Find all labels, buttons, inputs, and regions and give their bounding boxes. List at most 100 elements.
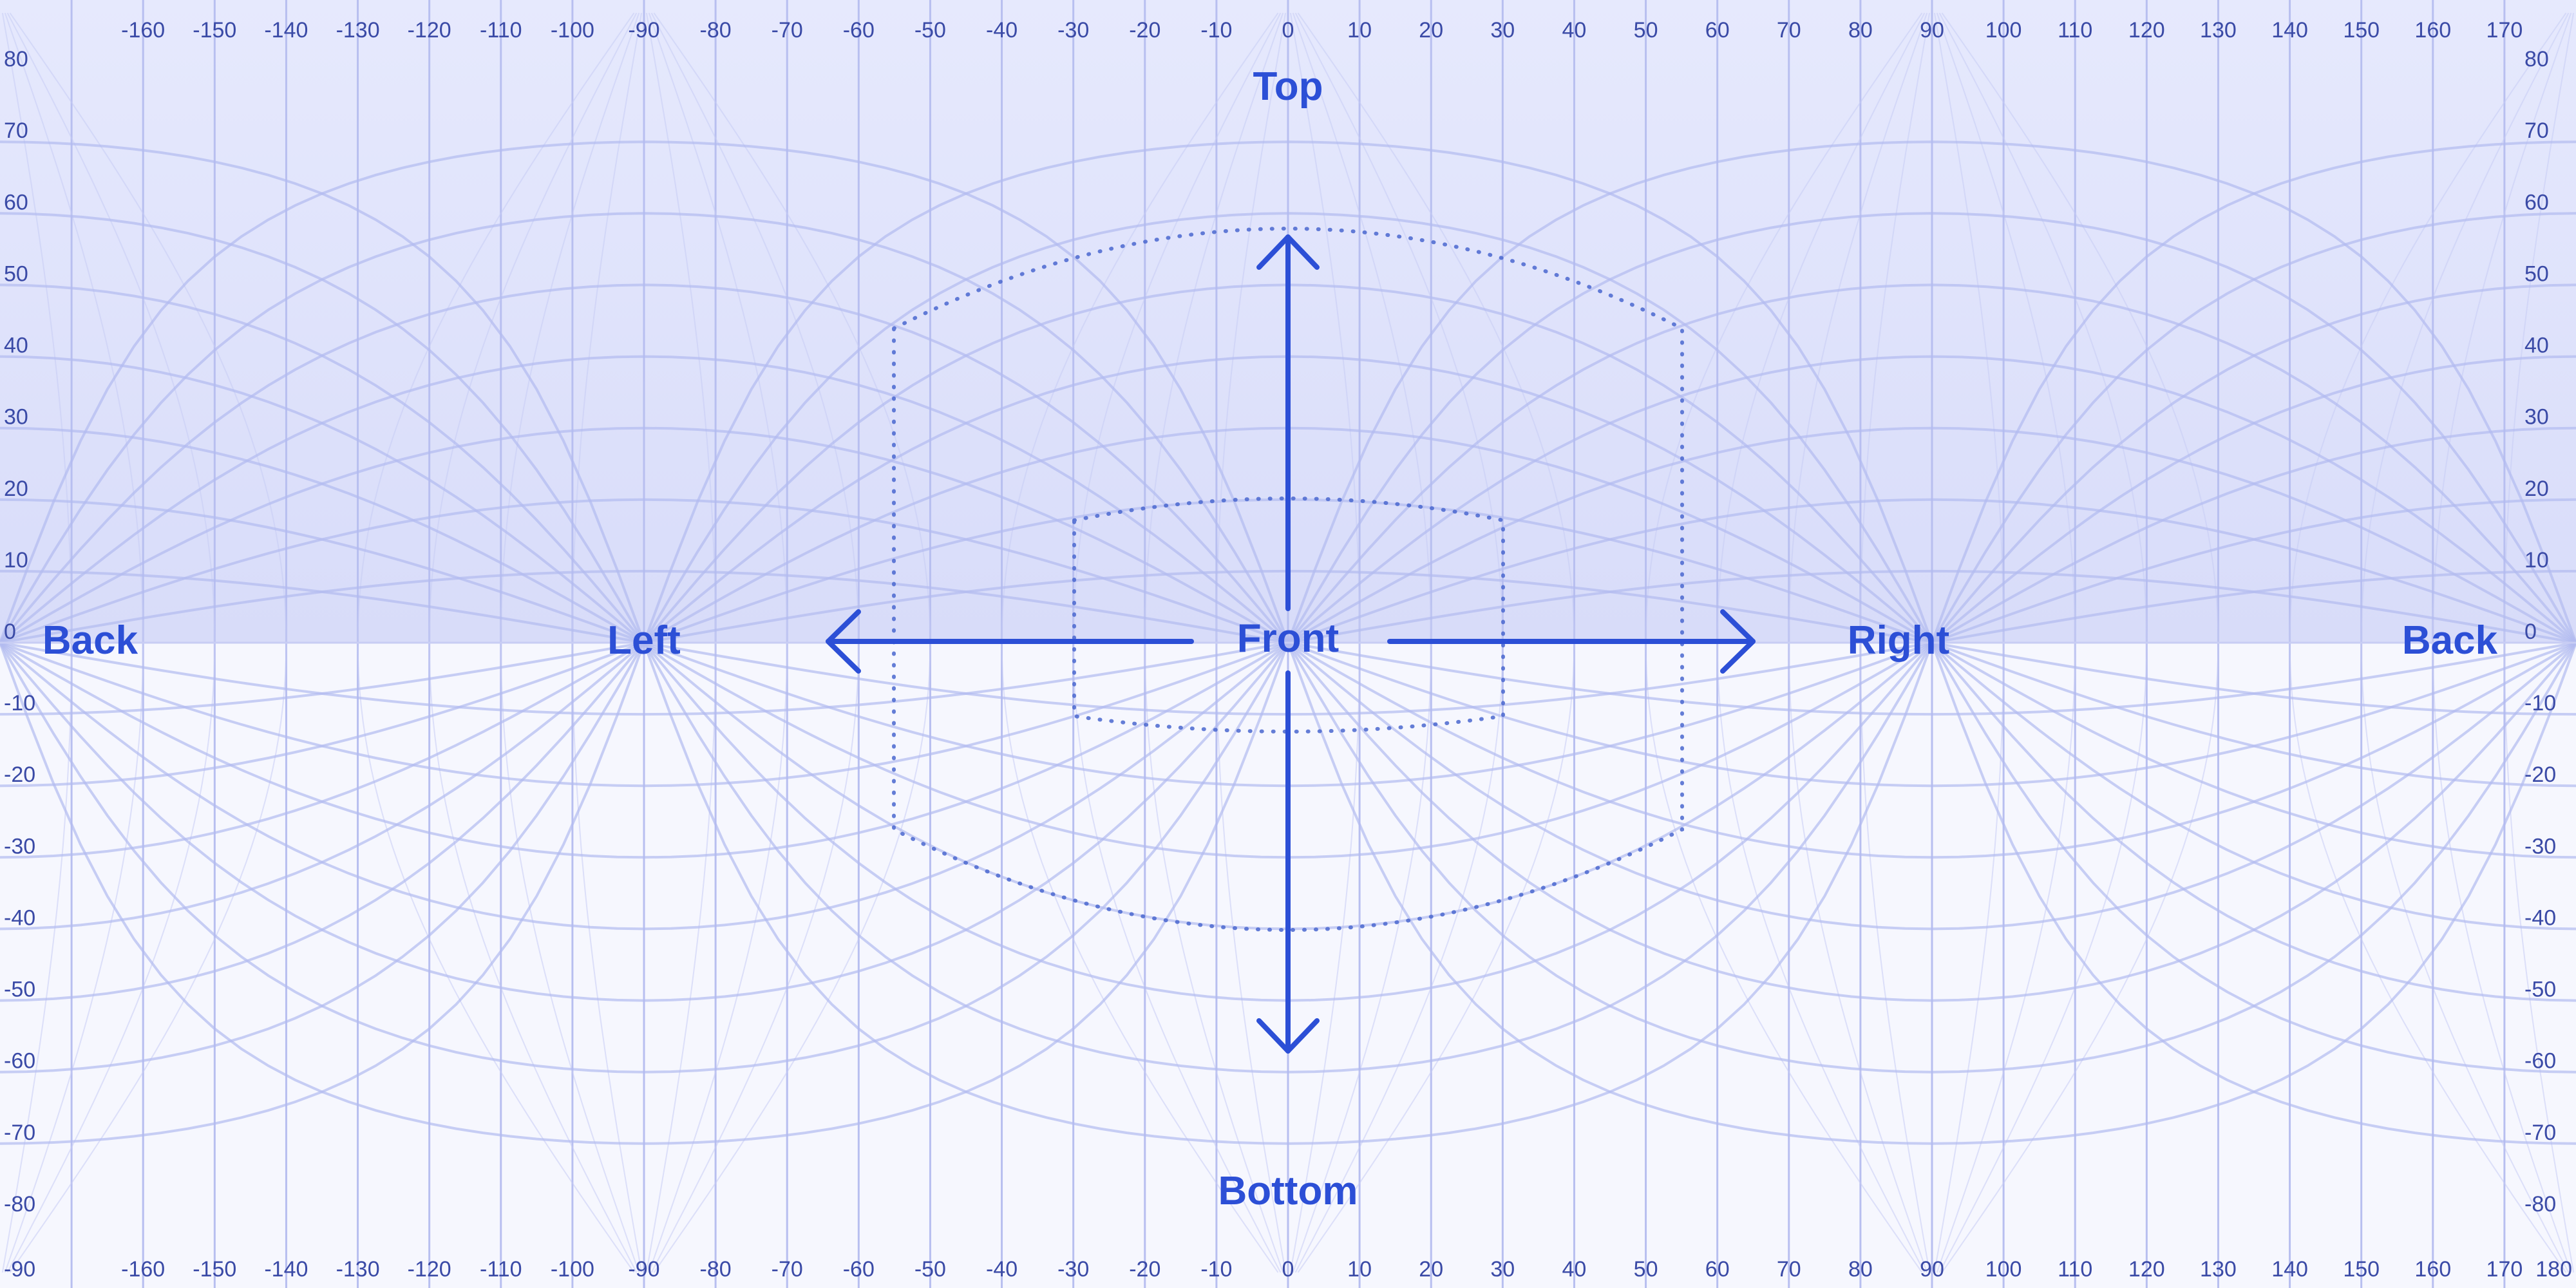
latitude-tick-label: 50: [2524, 261, 2549, 286]
longitude-tick-label: 80: [1848, 1257, 1873, 1282]
longitude-tick-label: 140: [2271, 1257, 2308, 1282]
longitude-tick-label: -130: [336, 18, 380, 43]
latitude-tick-label: -10: [2524, 691, 2556, 715]
latitude-tick-label: -90: [4, 1257, 35, 1282]
longitude-tick-label: 100: [1985, 18, 2022, 43]
latitude-tick-label: 70: [4, 118, 28, 143]
longitude-tick-label: -120: [408, 1257, 451, 1282]
longitude-tick-label: -20: [1129, 1257, 1160, 1282]
longitude-tick-label: 130: [2200, 1257, 2237, 1282]
latitude-tick-label: -50: [4, 978, 35, 1002]
latitude-tick-label: -80: [2524, 1192, 2556, 1217]
longitude-tick-label: -80: [700, 1257, 732, 1282]
longitude-tick-label: -10: [1200, 18, 1232, 43]
longitude-tick-label: -40: [986, 1257, 1018, 1282]
longitude-tick-label: -30: [1057, 18, 1089, 43]
latitude-tick-label: 20: [4, 477, 28, 501]
longitude-tick-label: -90: [628, 18, 659, 43]
latitude-tick-label: -10: [4, 691, 35, 715]
latitude-tick-label: 50: [4, 261, 28, 286]
longitude-tick-label: -150: [193, 1257, 236, 1282]
longitude-tick-label: 0: [1282, 18, 1294, 43]
latitude-tick-label: 30: [4, 405, 28, 430]
latitude-tick-label: 40: [4, 334, 28, 358]
longitude-tick-label: 30: [1490, 1257, 1515, 1282]
longitude-tick-label: -60: [843, 1257, 875, 1282]
longitude-tick-label: 180: [2535, 1257, 2572, 1282]
longitude-tick-label: 90: [1920, 18, 1944, 43]
longitude-tick-label: 50: [1634, 1257, 1658, 1282]
longitude-tick-label: 160: [2414, 18, 2451, 43]
longitude-tick-label: 10: [1347, 18, 1372, 43]
longitude-tick-label: 110: [2058, 1257, 2092, 1282]
label-back-left: Back: [43, 618, 138, 663]
latitude-tick-label: -80: [4, 1192, 35, 1217]
longitude-tick-label: -160: [121, 18, 165, 43]
longitude-tick-label: 150: [2343, 18, 2380, 43]
longitude-tick-label: 60: [1705, 1257, 1730, 1282]
longitude-tick-label: -70: [772, 1257, 803, 1282]
longitude-tick-label: -40: [986, 18, 1018, 43]
longitude-tick-label: 60: [1705, 18, 1730, 43]
longitude-tick-label: -90: [628, 1257, 659, 1282]
longitude-tick-label: -30: [1057, 1257, 1089, 1282]
latitude-tick-label: 70: [2524, 118, 2549, 143]
longitude-tick-label: -140: [264, 18, 308, 43]
longitude-tick-label: 120: [2128, 1257, 2165, 1282]
longitude-tick-label: 70: [1777, 1257, 1801, 1282]
longitude-tick-label: -10: [1200, 1257, 1232, 1282]
longitude-tick-label: 40: [1562, 18, 1586, 43]
latitude-tick-label: -70: [2524, 1121, 2556, 1145]
longitude-tick-label: -160: [121, 1257, 165, 1282]
longitude-tick-label: -110: [480, 1257, 522, 1282]
longitude-tick-label: -130: [336, 1257, 380, 1282]
label-bottom: Bottom: [1218, 1169, 1358, 1213]
longitude-tick-label: -50: [914, 1257, 946, 1282]
latitude-tick-label: 60: [4, 190, 28, 214]
latitude-tick-label: -20: [4, 762, 35, 787]
latitude-tick-label: 80: [2524, 47, 2549, 71]
longitude-tick-label: 100: [1985, 1257, 2022, 1282]
label-back-right: Back: [2402, 618, 2498, 663]
latitude-tick-label: 10: [2524, 548, 2549, 573]
latitude-tick-label: 30: [2524, 405, 2549, 430]
longitude-tick-label: 150: [2343, 1257, 2380, 1282]
label-right: Right: [1848, 618, 1949, 663]
longitude-tick-label: 70: [1777, 18, 1801, 43]
longitude-tick-label: 110: [2058, 18, 2092, 43]
longitude-tick-label: -100: [551, 18, 594, 43]
label-top: Top: [1253, 64, 1323, 109]
longitude-tick-label: 20: [1419, 1257, 1443, 1282]
longitude-tick-label: -120: [408, 18, 451, 43]
longitude-tick-label: 10: [1347, 1257, 1372, 1282]
longitude-tick-label: -140: [264, 1257, 308, 1282]
longitude-tick-label: -20: [1129, 18, 1160, 43]
latitude-tick-label: 60: [2524, 190, 2549, 214]
longitude-tick-label: 170: [2486, 1257, 2523, 1282]
label-left: Left: [607, 618, 681, 663]
latitude-tick-label: -20: [2524, 762, 2556, 787]
longitude-tick-label: 20: [1419, 18, 1443, 43]
longitude-tick-label: -110: [480, 18, 522, 43]
latitude-tick-label: -60: [4, 1049, 35, 1074]
latitude-tick-label: 40: [2524, 334, 2549, 358]
longitude-tick-label: -60: [843, 18, 875, 43]
longitude-tick-label: 40: [1562, 1257, 1586, 1282]
latitude-tick-label: -40: [4, 905, 35, 930]
latitude-tick-label: 10: [4, 548, 28, 573]
latitude-tick-label: 0: [4, 620, 16, 644]
longitude-tick-label: 130: [2200, 18, 2237, 43]
longitude-tick-label: 170: [2486, 18, 2523, 43]
longitude-tick-label: 0: [1282, 1257, 1294, 1282]
longitude-tick-label: -70: [772, 18, 803, 43]
latitude-tick-label: -70: [4, 1121, 35, 1145]
latitude-tick-label: -30: [2524, 834, 2556, 858]
latitude-tick-label: 0: [2524, 620, 2537, 644]
longitude-tick-label: -150: [193, 18, 236, 43]
longitude-tick-label: 90: [1920, 1257, 1944, 1282]
longitude-tick-label: 80: [1848, 18, 1873, 43]
latitude-tick-label: 20: [2524, 477, 2549, 501]
longitude-tick-label: -100: [551, 1257, 594, 1282]
latitude-tick-label: -30: [4, 834, 35, 858]
label-front: Front: [1237, 616, 1339, 661]
